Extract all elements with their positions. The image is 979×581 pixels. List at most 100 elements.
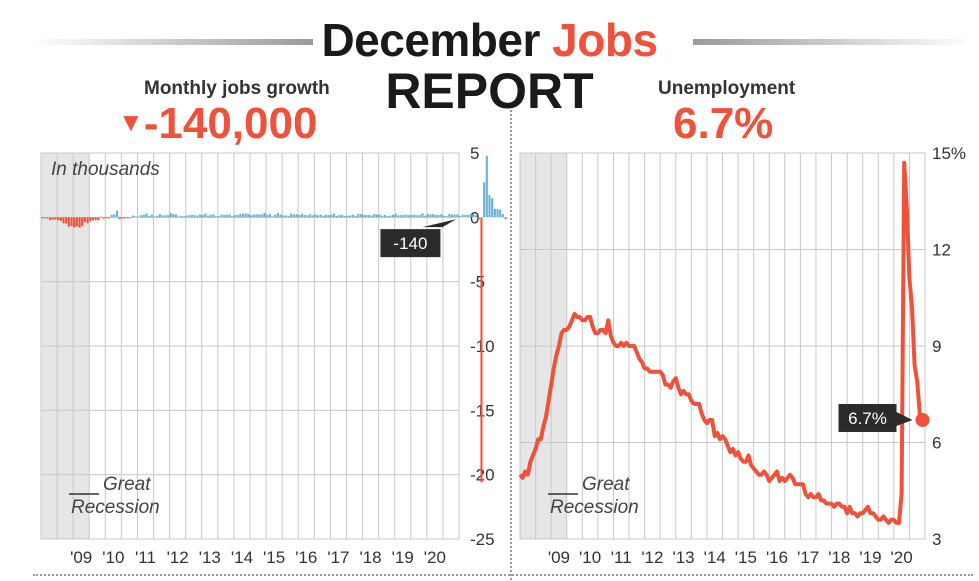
jobs-bar: [330, 214, 333, 218]
jobs-bar: [386, 216, 389, 218]
page-subtitle: REPORT: [385, 63, 594, 119]
jobs-bar: [274, 214, 277, 218]
jobs-bar: [292, 214, 295, 218]
jobs-y-tick-label: 0: [470, 208, 479, 227]
jobs-bar: [421, 213, 424, 218]
jobs-bar: [164, 215, 167, 218]
jobs-bar: [132, 215, 135, 218]
jobs-bar: [225, 214, 228, 218]
jobs-bar: [327, 215, 330, 218]
jobs-bar: [180, 215, 183, 218]
jobs-bar: [445, 215, 448, 218]
jobs-bar: [416, 215, 419, 218]
jobs-bar: [116, 210, 119, 218]
page-title: December Jobs: [0, 14, 979, 66]
jobs-bar: [260, 214, 263, 218]
jobs-bar: [418, 215, 421, 218]
jobs-bar: [134, 216, 137, 218]
jobs-bar: [322, 215, 325, 218]
unemp-x-tick-label: '16: [766, 548, 788, 567]
jobs-bar: [359, 214, 362, 218]
unemp-x-tick-label: '14: [704, 548, 726, 567]
bottom-divider: [33, 574, 973, 576]
jobs-bar: [341, 214, 344, 218]
jobs-bar: [94, 217, 97, 221]
unemp-x-tick-label: '10: [579, 548, 601, 567]
jobs-bar: [370, 215, 373, 218]
jobs-bar: [338, 215, 341, 218]
jobs-bar: [239, 213, 242, 218]
unemp-x-tick-label: '19: [859, 548, 881, 567]
panel-divider: [510, 110, 512, 580]
jobs-bar: [287, 215, 290, 218]
title-accent: Jobs: [552, 14, 658, 66]
jobs-bar: [408, 215, 411, 218]
jobs-bar: [142, 214, 145, 218]
jobs-bar: [67, 217, 70, 227]
jobs-bar: [91, 217, 94, 221]
jobs-bar: [314, 214, 317, 218]
jobs-bar: [279, 214, 282, 218]
jobs-bar: [440, 214, 443, 218]
unemp-x-tick-label: '18: [828, 548, 850, 567]
jobs-bar: [383, 215, 387, 218]
jobs-bar: [81, 217, 84, 227]
jobs-bar: [188, 215, 191, 218]
jobs-bar: [140, 215, 143, 218]
jobs-growth-value: -140,000: [143, 99, 318, 148]
jobs-bar: [365, 215, 368, 218]
unemp-y-tick-label: 15%: [932, 144, 966, 163]
jobs-bar: [469, 213, 472, 218]
jobs-bar: [86, 217, 89, 224]
jobs-bar: [121, 217, 124, 219]
jobs-bar: [268, 213, 271, 218]
jobs-bar: [113, 214, 116, 218]
title-rule-left: [33, 39, 313, 45]
jobs-bar: [298, 215, 301, 218]
jobs-bar: [153, 216, 156, 218]
jobs-bar: [480, 217, 483, 483]
jobs-bar: [236, 214, 239, 218]
jobs-bar: [375, 214, 379, 218]
unemployment-headline: 6.7%: [673, 99, 774, 148]
jobs-bar: [394, 213, 397, 218]
jobs-bar: [472, 214, 475, 218]
jobs-bar: [306, 215, 309, 218]
jobs-bar: [504, 217, 507, 220]
jobs-bar: [172, 213, 175, 218]
jobs-bar: [255, 214, 258, 218]
unemp-end-point: [915, 412, 930, 427]
unemp-x-tick-label: '11: [611, 548, 632, 567]
jobs-callout-label: -140: [393, 234, 427, 253]
jobs-bar: [491, 198, 494, 218]
jobs-bar: [263, 212, 266, 218]
jobs-bar: [99, 216, 103, 218]
jobs-bar: [458, 216, 462, 218]
jobs-bar: [185, 215, 188, 218]
jobs-bar: [46, 217, 49, 219]
jobs-bar: [220, 214, 223, 218]
jobs-bar: [316, 215, 320, 218]
jobs-x-tick-label: '15: [263, 548, 285, 567]
jobs-bar: [311, 215, 314, 218]
jobs-bar: [402, 215, 405, 218]
jobs-x-tick-label: '14: [231, 548, 253, 567]
jobs-bar: [258, 214, 261, 218]
jobs-x-tick-label: '12: [167, 548, 189, 567]
jobs-bar: [351, 214, 354, 218]
jobs-bar: [126, 217, 129, 219]
jobs-bar: [148, 216, 151, 218]
jobs-bar: [499, 209, 502, 218]
jobs-bar: [488, 195, 491, 218]
jobs-bar: [70, 217, 73, 227]
jobs-bar: [271, 216, 274, 218]
jobs-legend-label: Great: [103, 474, 151, 495]
jobs-callout-box: [380, 229, 441, 258]
jobs-x-tick-label: '09: [70, 548, 92, 567]
jobs-bar: [161, 215, 164, 218]
unemp-callout-label: 6.7%: [848, 409, 887, 428]
jobs-bar: [405, 214, 408, 218]
jobs-bar: [362, 214, 365, 218]
